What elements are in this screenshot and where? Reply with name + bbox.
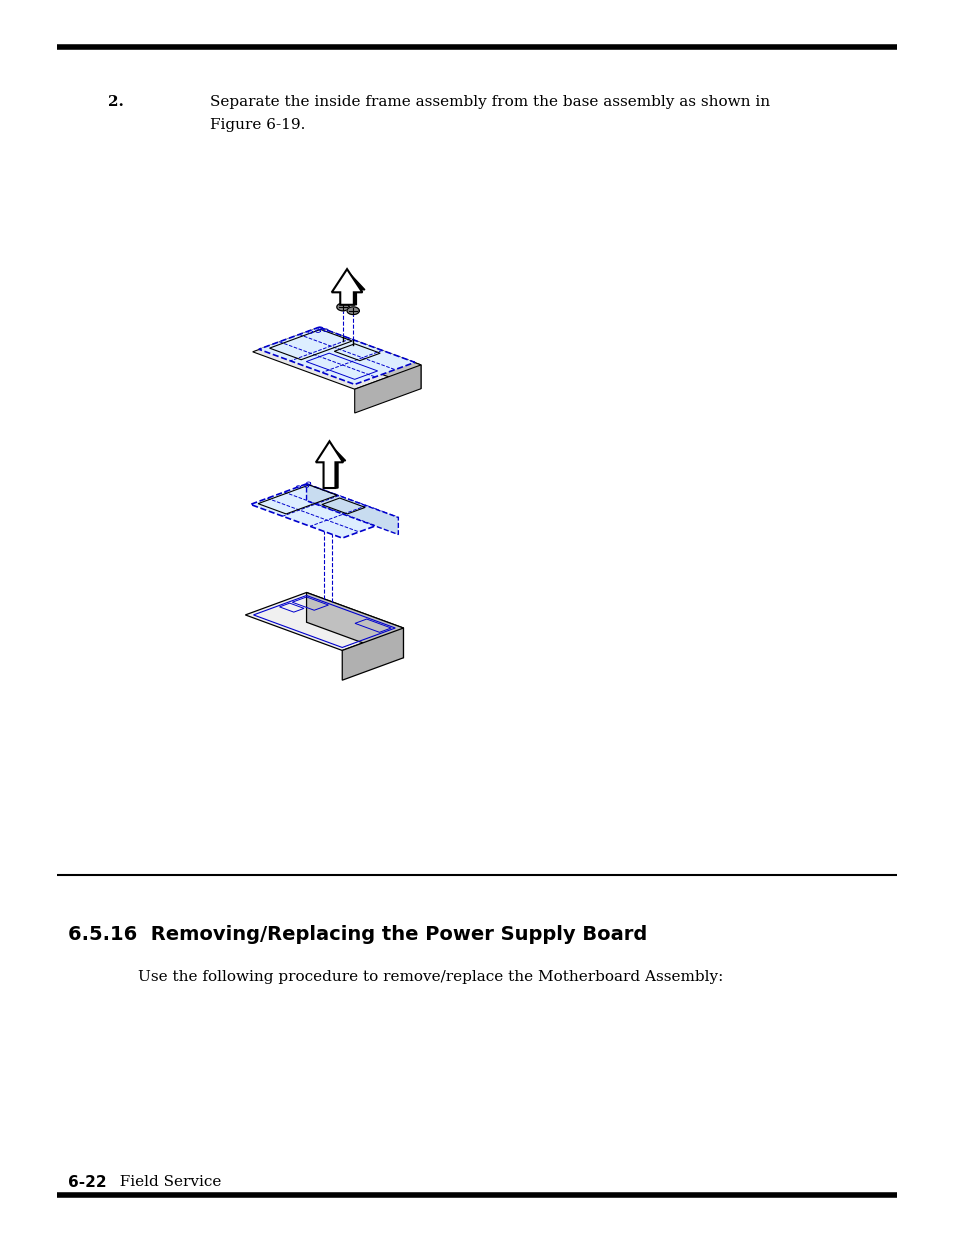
- Text: 6-22: 6-22: [68, 1174, 107, 1191]
- Polygon shape: [253, 327, 420, 389]
- Polygon shape: [355, 364, 420, 412]
- Text: 6.5.16  Removing/Replacing the Power Supply Board: 6.5.16 Removing/Replacing the Power Supp…: [68, 925, 646, 944]
- Polygon shape: [306, 593, 403, 658]
- Polygon shape: [258, 327, 415, 384]
- Text: Field Service: Field Service: [110, 1174, 221, 1189]
- Polygon shape: [336, 303, 349, 311]
- Text: Figure 6-19.: Figure 6-19.: [210, 119, 305, 132]
- Polygon shape: [331, 446, 345, 488]
- Text: 2.: 2.: [108, 95, 124, 109]
- Text: Separate the inside frame assembly from the base assembly as shown in: Separate the inside frame assembly from …: [210, 95, 769, 109]
- Polygon shape: [245, 593, 403, 651]
- Polygon shape: [315, 441, 343, 488]
- Polygon shape: [342, 629, 403, 680]
- Polygon shape: [347, 308, 359, 315]
- Polygon shape: [332, 269, 362, 305]
- Text: Use the following procedure to remove/replace the Motherboard Assembly:: Use the following procedure to remove/re…: [138, 969, 722, 984]
- Polygon shape: [306, 484, 398, 535]
- Polygon shape: [349, 273, 364, 305]
- Polygon shape: [318, 327, 420, 389]
- Polygon shape: [251, 484, 398, 538]
